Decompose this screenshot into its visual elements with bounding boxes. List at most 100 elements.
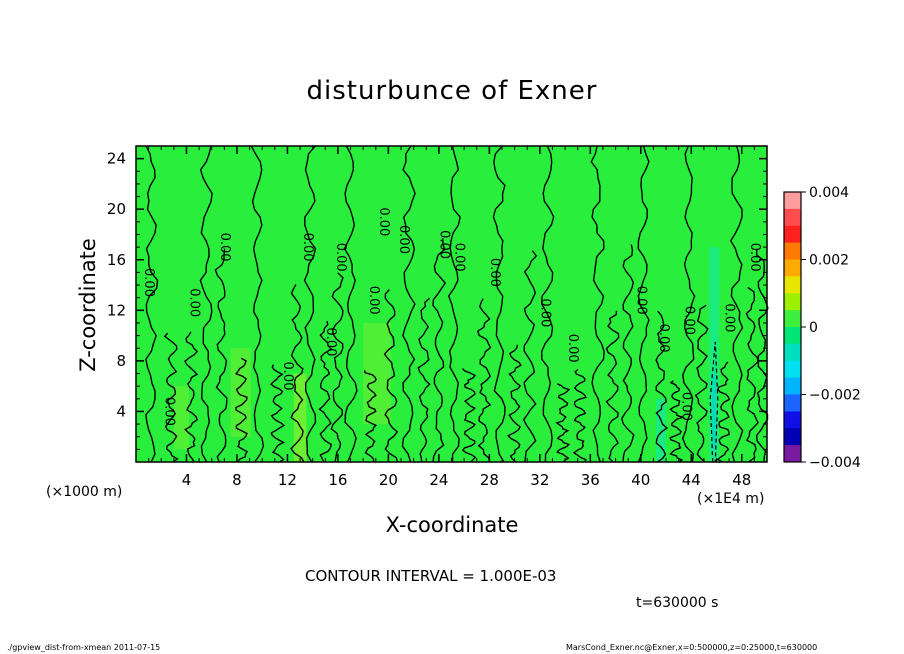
colorbar-swatch	[784, 208, 801, 227]
x-unit-left: (×1000 m)	[46, 484, 123, 500]
contour-line	[637, 145, 650, 463]
colorbar-swatch	[784, 327, 801, 345]
contour-line	[290, 284, 305, 463]
contour-line	[605, 310, 620, 463]
contour-label: 0.00	[217, 233, 232, 262]
contour-line	[694, 304, 709, 463]
colorbar-tick-label: −0.002	[809, 388, 861, 404]
field-patch	[711, 373, 717, 450]
contour-label: 0.00	[537, 298, 552, 327]
colorbar-swatch	[784, 276, 801, 294]
contour-line	[522, 250, 538, 463]
colorbar-swatch	[784, 360, 801, 379]
contour-label: 0.00	[679, 392, 694, 421]
contour-line	[476, 298, 492, 463]
colorbar-swatch	[784, 343, 801, 362]
contour-line	[269, 364, 286, 463]
contour-line	[745, 286, 759, 463]
chart-title: disturbunce of Exner	[306, 76, 598, 106]
contour-line	[621, 244, 635, 463]
contour-label: 0.00	[187, 288, 202, 317]
y-axis-label: Z-coordinate	[76, 238, 100, 372]
colorbar-swatch	[784, 394, 801, 412]
x-tick-label: 16	[328, 471, 347, 489]
contour-label: 0.00	[333, 243, 348, 272]
colorbar-tick-label: 0.002	[809, 253, 849, 269]
contour-line	[401, 145, 416, 463]
y-tick-label: 20	[107, 200, 126, 218]
contour-label: 0.00	[161, 397, 176, 426]
x-tick-label: 44	[682, 471, 701, 489]
x-tick-label: 48	[732, 471, 751, 489]
colorbar-swatch	[784, 192, 801, 210]
contour-line	[669, 380, 685, 463]
contour-line	[234, 357, 249, 463]
contour-label: 0.00	[633, 286, 648, 315]
colorbar-swatch	[784, 411, 801, 429]
contour-label: 0.00	[722, 303, 737, 332]
x-tick-label: 4	[182, 471, 192, 489]
contour-line	[729, 145, 744, 463]
colorbar-swatch	[784, 242, 801, 260]
contour-line-negative	[709, 341, 719, 463]
contour-line	[716, 361, 731, 463]
colorbar-swatch	[784, 445, 801, 463]
colorbar: 0.004 0.002 0 −0.002 −0.004	[783, 185, 861, 471]
contour-line	[590, 145, 605, 463]
contour-label: 0.00	[656, 324, 671, 353]
contour-line	[555, 383, 571, 463]
field-patch	[655, 398, 667, 462]
contour-line	[492, 145, 506, 463]
x-tick-label: 24	[429, 471, 448, 489]
contour-label: 0.00	[376, 207, 391, 236]
contour-line	[250, 145, 265, 463]
x-axis: 4 8 12 16 20 24 28 32 36 40 44 48	[148, 146, 755, 489]
y-tick-label: 24	[107, 150, 126, 168]
field-patch	[293, 373, 307, 462]
contour-line	[655, 310, 669, 463]
contour-label: 0.00	[681, 306, 696, 335]
contour-interval-text: CONTOUR INTERVAL = 1.000E-03	[305, 567, 557, 585]
contour-line	[330, 272, 344, 463]
contour-line	[163, 332, 179, 463]
field-patch	[173, 386, 190, 450]
contour-line	[572, 368, 588, 463]
contour-label: 0.00	[300, 233, 315, 262]
colorbar-swatch	[784, 428, 801, 446]
contour-line	[540, 145, 555, 463]
x-tick-label: 8	[232, 471, 242, 489]
colorbar-tick-label: 0.004	[809, 185, 849, 201]
contour-lines	[145, 145, 769, 463]
x-tick-label: 32	[530, 471, 549, 489]
y-axis: 4 8 12 16 20 24	[107, 150, 767, 450]
contour-line	[432, 238, 447, 463]
footer-right: MarsCond_Exner.nc@Exner,x=0:500000,z=0:2…	[566, 643, 818, 652]
contour-label: 0.00	[487, 258, 502, 287]
footer-left: ./gpview_dist-from-xmean 2011-07-15	[7, 643, 161, 652]
contour-label: 0.00	[141, 268, 156, 297]
contour-label: 0.00	[280, 362, 295, 391]
contour-line	[145, 145, 159, 463]
contour-label: 0.00	[323, 327, 338, 356]
colorbar-swatch	[784, 259, 801, 277]
colorbar-swatch	[784, 310, 801, 328]
y-tick-label: 16	[107, 251, 126, 269]
contour-line	[364, 370, 378, 463]
contour-line	[303, 145, 317, 463]
contour-label: 0.00	[452, 243, 467, 272]
x-tick-label: 20	[379, 471, 398, 489]
x-unit-right: (×1E4 m)	[697, 491, 765, 507]
x-tick-label: 36	[581, 471, 600, 489]
contour-line	[447, 145, 461, 463]
contour-label: 0.00	[436, 230, 451, 259]
contour-line	[417, 297, 431, 463]
colorbar-swatch	[784, 293, 801, 311]
y-tick-label: 12	[107, 301, 126, 319]
time-label: t=630000 s	[636, 595, 719, 611]
contour-line	[343, 145, 358, 463]
contour-labels: 0.000.000.000.000.000.000.000.000.000.00…	[141, 207, 762, 426]
contour-line	[318, 320, 333, 463]
contour-line	[461, 368, 477, 463]
x-axis-label: X-coordinate	[385, 513, 519, 537]
